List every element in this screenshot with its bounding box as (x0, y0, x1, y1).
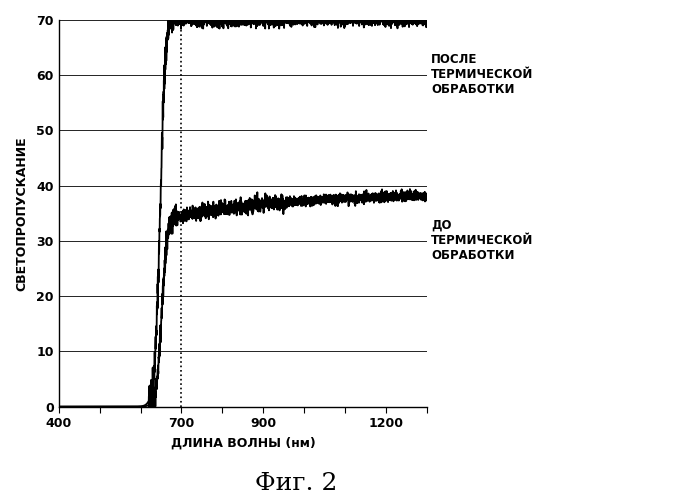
X-axis label: ДЛИНА ВОЛНЫ (нм): ДЛИНА ВОЛНЫ (нм) (171, 437, 315, 450)
Text: Фиг. 2: Фиг. 2 (255, 472, 337, 495)
Y-axis label: СВЕТОПРОПУСКАНИЕ: СВЕТОПРОПУСКАНИЕ (15, 136, 28, 290)
Text: ПОСЛЕ
ТЕРМИЧЕСКОЙ
ОБРАБОТКИ: ПОСЛЕ ТЕРМИЧЕСКОЙ ОБРАБОТКИ (431, 53, 534, 96)
Text: ДО
ТЕРМИЧЕСКОЙ
ОБРАБОТКИ: ДО ТЕРМИЧЕСКОЙ ОБРАБОТКИ (431, 219, 534, 262)
